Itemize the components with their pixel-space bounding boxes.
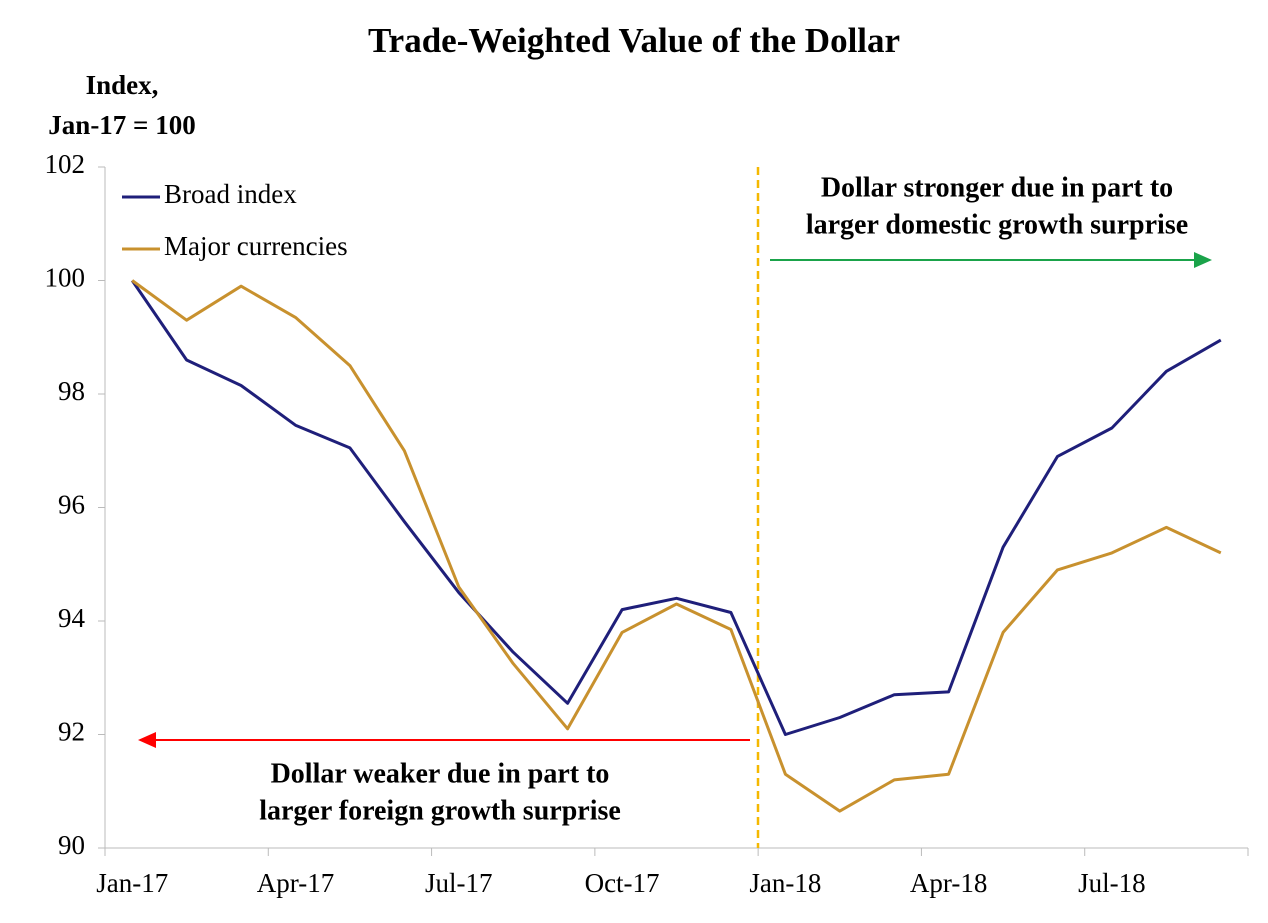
y-tick-label: 92 bbox=[58, 717, 85, 747]
annotation: Dollar stronger due in part to bbox=[821, 172, 1173, 203]
x-tick-label: Apr-17 bbox=[257, 868, 334, 898]
line-series bbox=[130, 279, 1222, 736]
line-series bbox=[131, 279, 1222, 813]
y-tick-label: 94 bbox=[58, 603, 86, 633]
legend-label: Major currencies bbox=[164, 231, 348, 261]
legend-label: Broad index bbox=[164, 179, 297, 209]
y-axis-label: Index, bbox=[86, 70, 159, 100]
x-tick-label: Jan-17 bbox=[96, 868, 168, 898]
x-tick-label: Jan-18 bbox=[749, 868, 821, 898]
y-tick-label: 98 bbox=[58, 376, 85, 406]
chart-title: Trade-Weighted Value of the Dollar bbox=[368, 21, 900, 60]
y-tick-label: 90 bbox=[58, 830, 85, 860]
x-tick-label: Oct-17 bbox=[585, 868, 660, 898]
y-tick-label: 102 bbox=[45, 149, 86, 179]
annotation: Dollar weaker due in part to bbox=[271, 758, 610, 789]
y-tick-label: 96 bbox=[58, 490, 85, 520]
x-tick-label: Jul-18 bbox=[1078, 868, 1146, 898]
x-tick-label: Apr-18 bbox=[910, 868, 987, 898]
x-tick-label: Jul-17 bbox=[425, 868, 493, 898]
y-axis-label: Jan-17 = 100 bbox=[48, 110, 195, 140]
y-tick-label: 100 bbox=[45, 263, 86, 293]
annotation: larger domestic growth surprise bbox=[806, 209, 1188, 240]
annotation: larger foreign growth surprise bbox=[259, 795, 621, 826]
